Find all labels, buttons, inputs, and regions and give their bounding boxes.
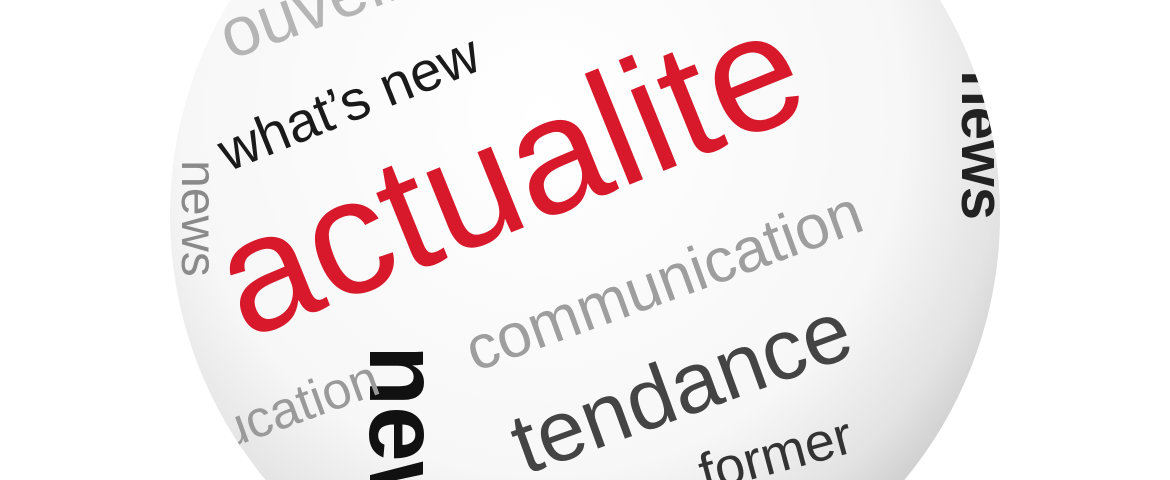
word: news [171,160,227,277]
sphere [170,0,1000,480]
word: news [348,345,460,480]
